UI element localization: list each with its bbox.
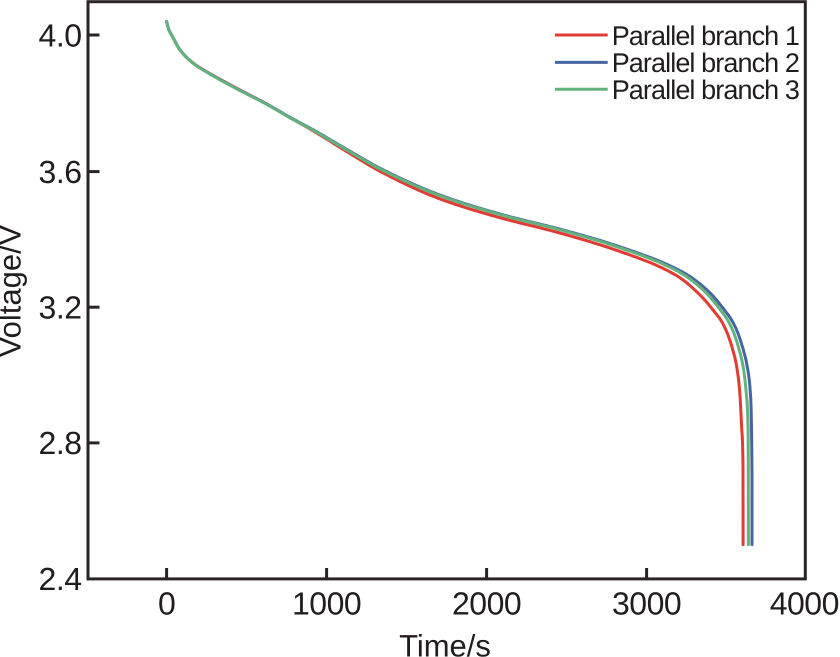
svg-text:2.4: 2.4 — [39, 561, 82, 597]
svg-text:2.8: 2.8 — [39, 425, 82, 461]
svg-text:3.6: 3.6 — [39, 154, 82, 190]
svg-text:3.2: 3.2 — [39, 290, 82, 326]
svg-text:0: 0 — [158, 585, 175, 621]
svg-text:3000: 3000 — [612, 585, 681, 621]
svg-text:1000: 1000 — [292, 585, 361, 621]
svg-text:4.0: 4.0 — [39, 18, 82, 54]
svg-text:Parallel branch 3: Parallel branch 3 — [612, 75, 799, 105]
svg-text:Time/s: Time/s — [399, 629, 491, 657]
svg-text:2000: 2000 — [452, 585, 521, 621]
svg-text:Parallel branch 1: Parallel branch 1 — [612, 21, 799, 51]
svg-text:Parallel branch 2: Parallel branch 2 — [612, 48, 799, 78]
svg-text:4000: 4000 — [770, 585, 839, 621]
svg-text:Voltage/V: Voltage/V — [0, 224, 28, 357]
